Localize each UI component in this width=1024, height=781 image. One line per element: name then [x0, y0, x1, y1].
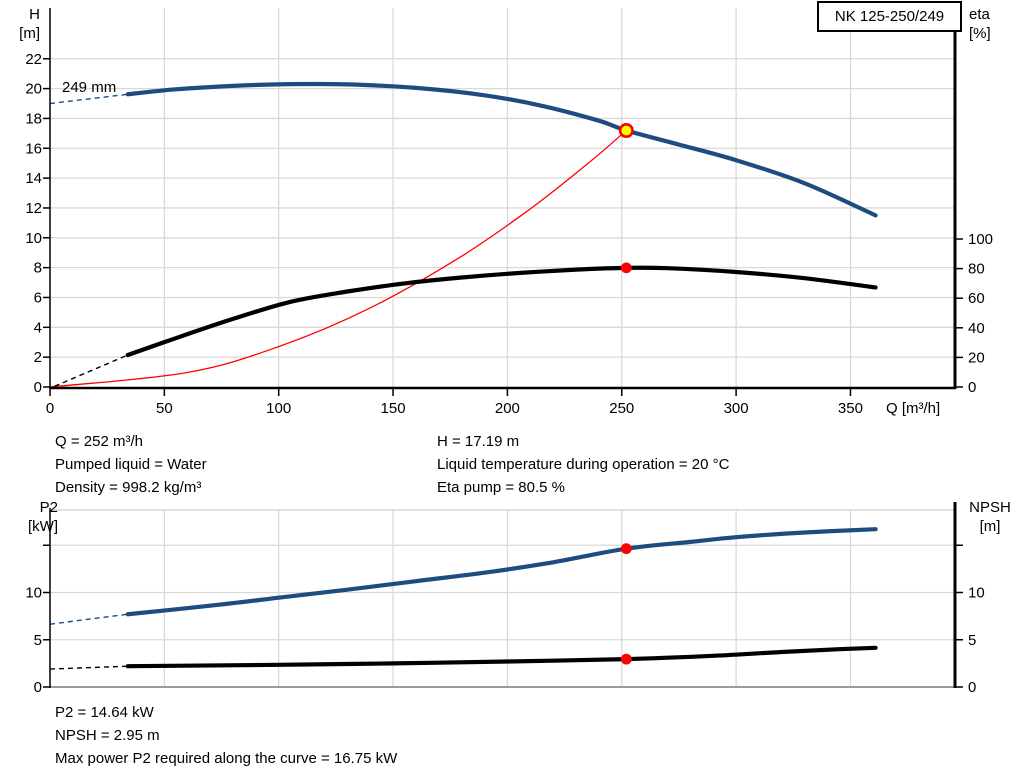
- h-tick-label: 20: [25, 81, 42, 98]
- npsh-tick-label: 5: [968, 632, 976, 649]
- h-tick-label: 12: [25, 200, 42, 217]
- head-curve-dashed-extension: [49, 93, 128, 105]
- h-tick-label: 0: [34, 379, 42, 396]
- p2-value: P2 = 14.64 kW: [55, 704, 154, 721]
- eta-pump-value: Eta pump = 80.5 %: [437, 479, 565, 496]
- h-tick-label: 8: [34, 260, 42, 277]
- h-tick-label: 22: [25, 51, 42, 68]
- eta-tick-label: 0: [968, 379, 976, 396]
- npsh-axis-label: NPSH: [969, 499, 1011, 516]
- q-tick-label: 50: [156, 400, 173, 417]
- p2-axis-label: P2: [39, 499, 58, 516]
- eta-tick-label: 40: [968, 320, 985, 337]
- p2-tick-label: 5: [34, 632, 42, 649]
- h-tick-label: 10: [25, 230, 42, 247]
- npsh-value: NPSH = 2.95 m: [55, 727, 160, 744]
- head-curve: [125, 81, 878, 218]
- q-tick-label: 300: [724, 400, 749, 417]
- q-tick-label: 200: [495, 400, 520, 417]
- pumped-liquid-value: Pumped liquid = Water: [55, 456, 207, 473]
- q-tick-label: 100: [266, 400, 291, 417]
- npsh-axis-unit: [m]: [979, 518, 1001, 535]
- h-axis-label: H: [29, 6, 40, 23]
- h-tick-label: 4: [34, 319, 42, 336]
- q-tick-label: 350: [838, 400, 863, 417]
- flow-value: Q = 252 m³/h: [55, 433, 143, 450]
- duty-info-left: Q = 252 m³/h Pumped liquid = Water Densi…: [55, 430, 207, 499]
- density-value: Density = 998.2 kg/m³: [55, 479, 202, 496]
- h-tick-label: 18: [25, 110, 42, 127]
- pump-type-box: NK 125-250/249: [817, 1, 962, 32]
- system-curve: [49, 129, 627, 388]
- eta-tick-label: 100: [968, 231, 993, 248]
- p2-point-marker: [620, 543, 632, 555]
- p2-axis-unit: [kW]: [28, 518, 58, 535]
- q-tick-label: 0: [46, 400, 54, 417]
- q-tick-label: 150: [381, 400, 406, 417]
- p2-curve-dashed-extension: [49, 613, 128, 625]
- efficiency-point-marker: [620, 262, 632, 274]
- eta-tick-label: 20: [968, 349, 985, 366]
- npsh-tick-label: 10: [968, 585, 985, 602]
- npsh-curve: [125, 645, 878, 669]
- p2-tick-label: 0: [34, 679, 42, 696]
- duty-info-right: H = 17.19 m Liquid temperature during op…: [437, 430, 729, 499]
- head-value: H = 17.19 m: [437, 433, 520, 450]
- h-tick-label: 2: [34, 349, 42, 366]
- npsh-point-marker: [620, 653, 632, 665]
- p2-tick-label: 10: [25, 585, 42, 602]
- p2-curve: [125, 527, 878, 617]
- h-tick-label: 6: [34, 289, 42, 306]
- eta-axis-unit: [%]: [969, 25, 991, 42]
- efficiency-curve-dashed-extension: [54, 354, 129, 387]
- max-power-value: Max power P2 required along the curve = …: [55, 750, 398, 767]
- npsh-tick-label: 0: [968, 679, 976, 696]
- eta-axis-label: eta: [969, 6, 990, 23]
- efficiency-curve: [125, 265, 878, 358]
- power-info: P2 = 14.64 kW NPSH = 2.95 m Max power P2…: [55, 701, 397, 770]
- h-tick-label: 16: [25, 140, 42, 157]
- npsh-curve-dashed-extension: [49, 665, 128, 670]
- temperature-value: Liquid temperature during operation = 20…: [437, 456, 730, 473]
- q-tick-label: 250: [609, 400, 634, 417]
- eta-tick-label: 80: [968, 261, 985, 278]
- q-axis-label: Q [m³/h]: [886, 400, 940, 417]
- h-tick-label: 14: [25, 170, 42, 187]
- duty-point-marker: [618, 123, 634, 139]
- h-axis-unit: [m]: [19, 25, 40, 42]
- eta-tick-label: 60: [968, 290, 985, 307]
- impeller-diameter-label: 249 mm: [62, 79, 117, 96]
